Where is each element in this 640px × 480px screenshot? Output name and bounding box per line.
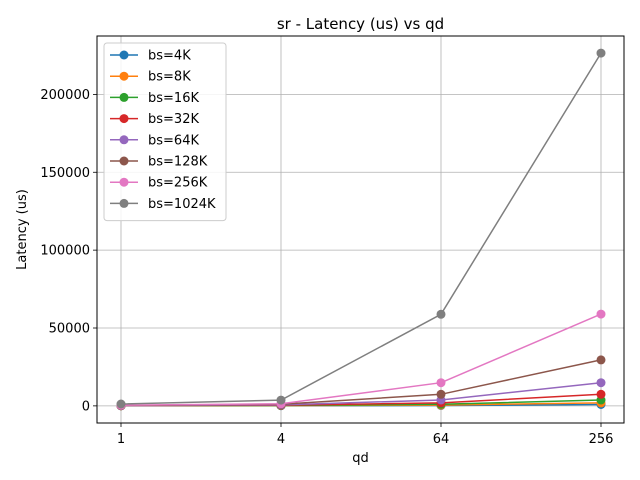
y-tick-label: 150000	[40, 166, 90, 181]
legend-marker	[119, 92, 129, 102]
legend-marker	[119, 198, 129, 208]
legend-marker	[119, 135, 129, 145]
legend-label: bs=64K	[148, 133, 199, 148]
legend-entry: bs=64K	[110, 133, 199, 148]
x-axis-label: qd	[352, 451, 369, 466]
data-point	[596, 309, 606, 319]
series-line	[120, 52, 602, 405]
data-point	[436, 378, 446, 388]
series-line	[120, 313, 602, 406]
data-point	[596, 378, 606, 388]
legend-entry: bs=128K	[110, 155, 208, 170]
legend-entry: bs=1024K	[110, 197, 216, 212]
series-bs-1024k	[116, 48, 606, 409]
legend-label: bs=16K	[148, 91, 199, 106]
data-point	[276, 395, 286, 405]
plot-frame	[96, 35, 625, 424]
legend-marker	[119, 71, 129, 81]
data-point	[436, 389, 446, 399]
data-point	[596, 389, 606, 399]
legend-label: bs=128K	[148, 155, 208, 170]
chart-title: sr - Latency (us) vs qd	[277, 15, 444, 33]
legend-entry: bs=32K	[110, 112, 199, 127]
data-point	[596, 355, 606, 365]
x-tick-label: 1	[117, 432, 125, 447]
legend-entry: bs=4K	[110, 49, 191, 64]
data-point	[116, 399, 126, 409]
legend-marker	[119, 156, 129, 166]
data-point	[596, 48, 606, 58]
x-tick-label: 4	[277, 432, 285, 447]
legend-marker	[119, 114, 129, 124]
legend-label: bs=256K	[148, 176, 208, 191]
legend-entry: bs=256K	[110, 176, 208, 191]
y-axis-label: Latency (us)	[15, 189, 30, 270]
series-group	[116, 48, 606, 411]
y-tick-label: 200000	[40, 88, 90, 103]
legend: bs=4K bs=8K bs=16K bs=32K bs=64K bs=128K bs=25…	[103, 42, 227, 222]
y-tick-label: 100000	[40, 244, 90, 259]
x-tick-label: 256	[589, 432, 614, 447]
legend-label: bs=4K	[148, 49, 191, 64]
legend-box	[103, 42, 227, 222]
legend-entry: bs=16K	[110, 91, 199, 106]
axes: 1 4 64 256 0 50000 100000 150000 200000	[40, 88, 613, 447]
legend-label: bs=1024K	[148, 197, 216, 212]
legend-marker	[119, 177, 129, 187]
y-tick-label: 0	[82, 399, 90, 414]
legend-entry: bs=8K	[110, 70, 191, 85]
legend-label: bs=32K	[148, 112, 199, 127]
legend-marker	[119, 50, 129, 60]
data-point	[436, 309, 446, 319]
x-tick-label: 64	[433, 432, 450, 447]
y-tick-label: 50000	[49, 322, 90, 337]
legend-label: bs=8K	[148, 70, 191, 85]
